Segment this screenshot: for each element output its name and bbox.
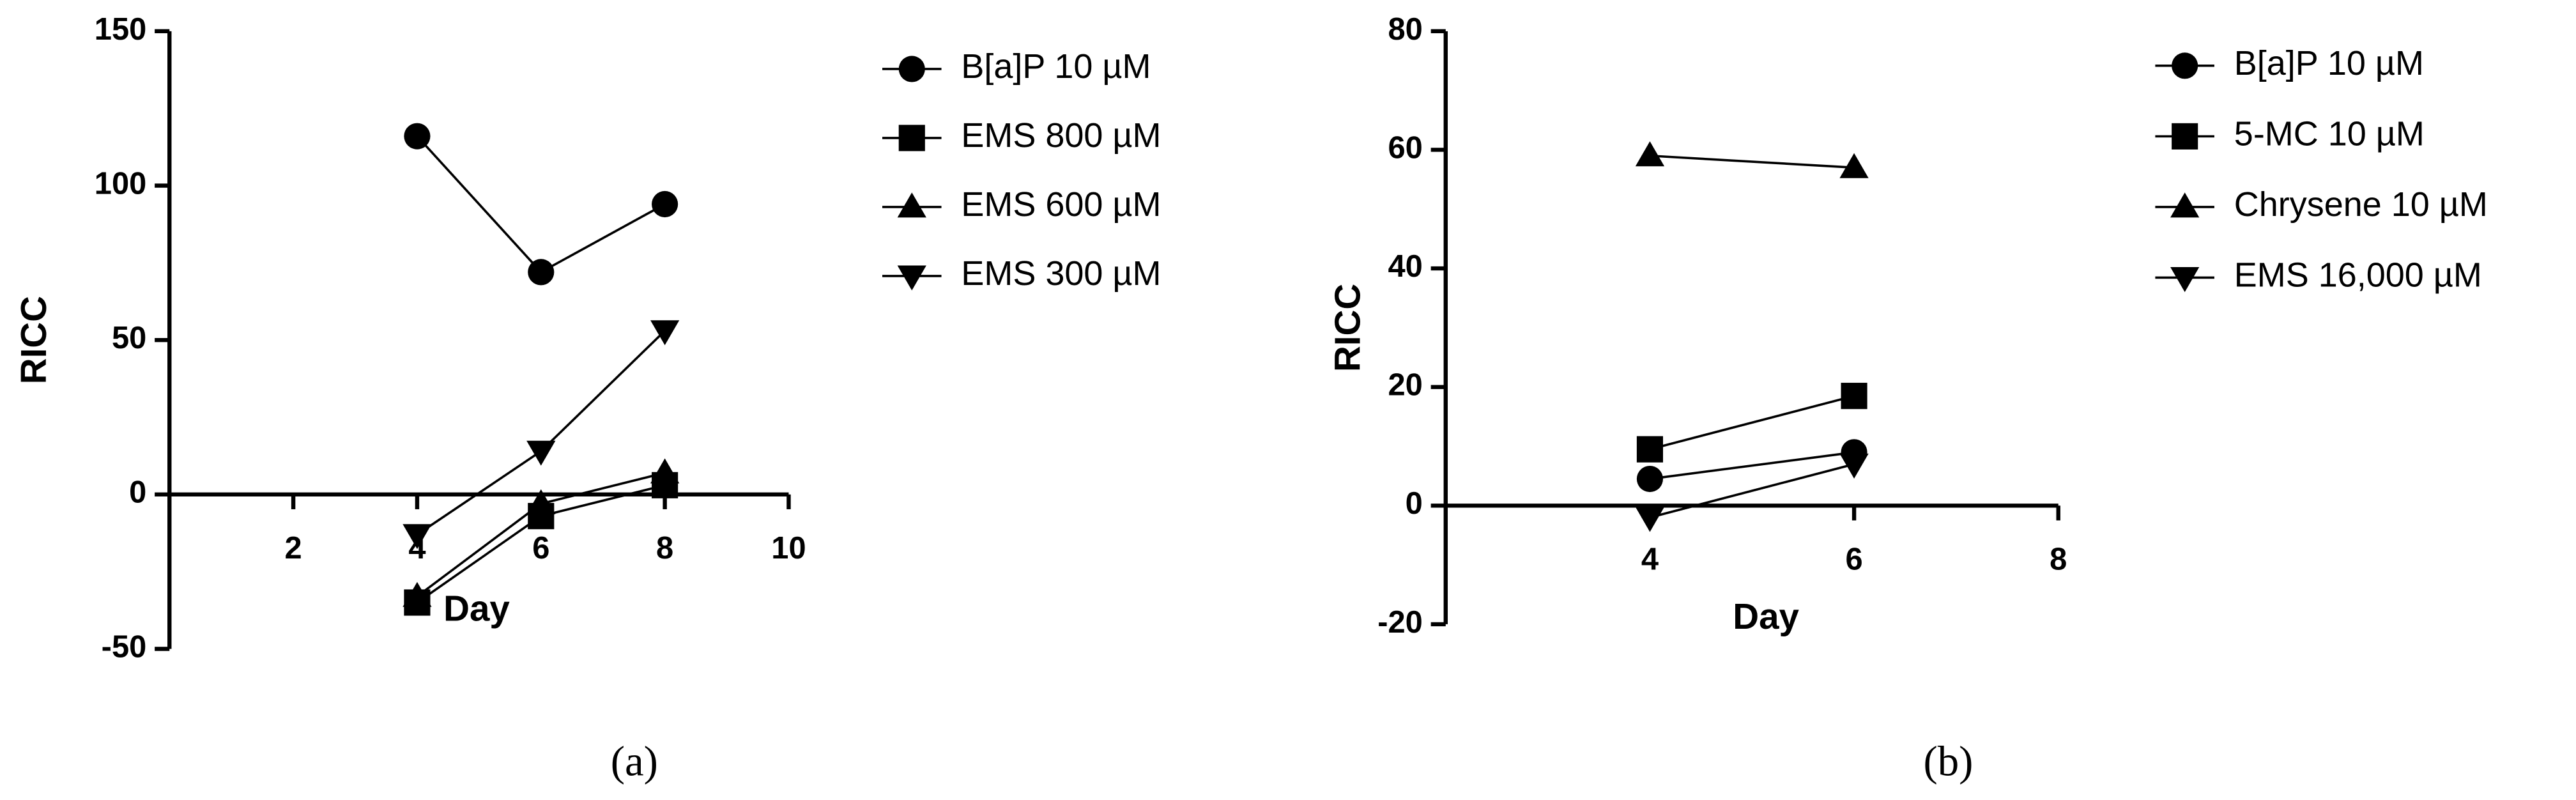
series-line [416,135,666,274]
legend-label: B[a]P 10 µM [961,47,1151,86]
y-axis-title: RICC [1328,284,1368,372]
marker [650,320,680,346]
series-line [1650,154,1855,169]
x-axis-title: Day [1733,596,1799,636]
marker [402,581,432,607]
marker [526,440,556,466]
y-tick-label: -50 [102,629,147,664]
series-line [1649,463,1855,519]
marker [652,190,678,218]
legend-label: EMS 800 µM [961,116,1161,155]
marker [528,259,555,286]
series-line [1650,450,1855,481]
legend-label: Chrysene 10 µM [2234,185,2488,224]
marker [1839,153,1869,178]
y-tick-label: -20 [1377,605,1423,640]
legend-marker [898,125,925,151]
y-tick-label: 60 [1388,130,1422,165]
y-tick-label: 100 [95,166,146,201]
marker [1635,141,1665,167]
legend-label: 5-MC 10 µM [2234,115,2425,153]
marker [1841,383,1867,410]
marker [526,489,556,514]
legend-label: EMS 600 µM [961,185,1161,224]
marker [404,123,431,150]
x-tick-label: 8 [2050,542,2067,577]
legend-marker [2170,267,2200,293]
legend-marker [897,192,926,218]
x-tick-label: 6 [1846,542,1863,577]
panel-label: (a) [611,737,658,785]
marker [650,458,680,484]
y-tick-label: 80 [1388,12,1422,47]
legend-marker [2172,52,2198,79]
x-tick-label: 8 [656,531,673,565]
x-tick-label: 6 [532,531,549,565]
x-tick-label: 2 [285,531,302,565]
series-line [1649,394,1855,450]
marker [1839,453,1869,479]
legend-marker [897,265,926,291]
legend-label: B[a]P 10 µM [2234,44,2424,82]
y-tick-label: 0 [129,475,146,510]
x-axis-title: Day [443,588,510,628]
y-tick-label: 40 [1388,249,1422,284]
legend-label: EMS 16,000 µM [2234,256,2482,295]
x-tick-label: 4 [1641,542,1659,577]
panel-label: (b) [1924,737,1974,785]
legend-label: EMS 300 µM [961,254,1161,293]
legend-marker [898,56,925,82]
y-axis-title: RICC [13,296,54,384]
y-tick-label: 150 [95,12,146,47]
legend-marker [2172,123,2198,150]
marker [402,524,432,550]
legend-marker [2170,192,2200,218]
y-tick-label: 0 [1406,486,1423,521]
x-tick-label: 10 [771,531,806,565]
marker [1635,507,1665,532]
y-tick-label: 20 [1388,368,1422,403]
y-tick-label: 50 [112,321,146,355]
marker [1636,465,1664,493]
marker [1636,436,1664,463]
